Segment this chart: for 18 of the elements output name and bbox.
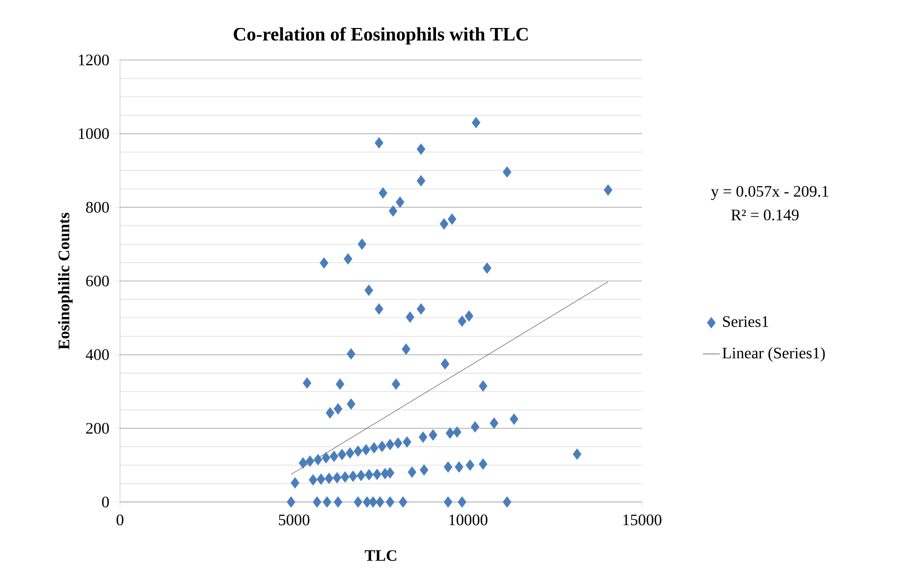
- legend-label: Linear (Series1): [722, 347, 825, 362]
- y-tick-label: 1200: [78, 54, 109, 66]
- y-tick-label: 1000: [78, 128, 109, 140]
- y-tick-label: 0: [102, 496, 109, 508]
- x-tick-label: 15000: [623, 514, 662, 526]
- text: R² = 0.149: [731, 210, 799, 220]
- y-tick-label: 200: [86, 422, 109, 434]
- x-axis-title: TLC: [364, 550, 396, 561]
- text: y = 0.057x - 209.1: [711, 186, 828, 200]
- x-tick-label: 10000: [449, 514, 488, 526]
- y-tick-label: 600: [86, 276, 109, 286]
- x-tick-label: 0: [116, 514, 124, 526]
- chart-title: Co-relation of Eosinophils with TLC: [234, 27, 528, 44]
- y-tick-label: 800: [86, 202, 109, 213]
- y-tick-label: 400: [86, 349, 109, 360]
- y-axis-title: Eosinophilic Counts: [58, 212, 73, 350]
- x-tick-label: 5000: [278, 514, 310, 526]
- legend-label: Series1: [723, 316, 768, 327]
